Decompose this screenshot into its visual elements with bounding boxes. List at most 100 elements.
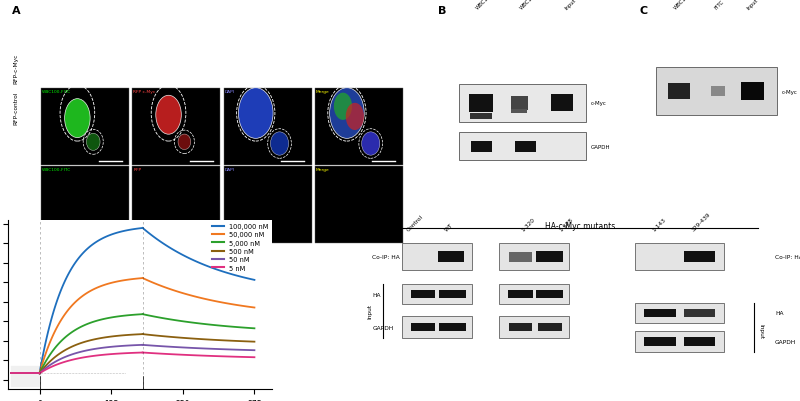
Ellipse shape — [65, 99, 90, 138]
Text: WBC100-FITC: WBC100-FITC — [673, 0, 702, 11]
Bar — [315, 89, 403, 165]
Bar — [439, 324, 466, 331]
Ellipse shape — [362, 194, 387, 233]
Bar — [645, 338, 676, 346]
Text: GAPDH: GAPDH — [775, 339, 796, 344]
Bar — [508, 291, 533, 298]
Bar — [459, 85, 586, 122]
Bar — [538, 324, 562, 331]
Ellipse shape — [333, 182, 353, 214]
Bar — [224, 167, 312, 243]
Bar — [515, 141, 536, 152]
Text: Co-IP: HA: Co-IP: HA — [775, 255, 800, 260]
Text: Co-IP: HA: Co-IP: HA — [372, 255, 400, 260]
Bar — [471, 141, 491, 152]
Bar — [410, 291, 435, 298]
Text: HA: HA — [775, 310, 783, 316]
Legend: 100,000 nM, 50,000 nM, 5,000 nM, 500 nM, 50 nM, 5 nM: 100,000 nM, 50,000 nM, 5,000 nM, 500 nM,… — [211, 223, 268, 271]
Bar — [315, 167, 403, 243]
Bar — [537, 252, 563, 263]
Ellipse shape — [362, 132, 380, 156]
Bar — [224, 89, 312, 165]
Bar — [511, 109, 527, 114]
Bar — [42, 89, 130, 165]
Text: RFP-control: RFP-control — [14, 91, 18, 124]
Bar — [42, 167, 130, 243]
Bar — [402, 244, 472, 271]
Text: B: B — [438, 6, 447, 16]
Text: 329-439: 329-439 — [690, 211, 711, 232]
Text: A: A — [12, 6, 21, 16]
Bar — [635, 332, 724, 352]
Bar — [470, 114, 492, 119]
Bar — [537, 291, 563, 298]
Text: c-Myc: c-Myc — [782, 89, 798, 94]
Bar — [133, 89, 221, 165]
Ellipse shape — [238, 176, 266, 221]
Text: Input: Input — [758, 323, 763, 338]
Bar — [710, 87, 726, 97]
Text: RFP c-Myc: RFP c-Myc — [134, 90, 155, 94]
Bar — [684, 309, 714, 317]
Text: HA: HA — [372, 292, 381, 297]
Ellipse shape — [158, 177, 196, 233]
Bar — [668, 84, 690, 100]
Text: FITC: FITC — [714, 0, 725, 11]
Bar — [509, 252, 531, 262]
Text: Merge: Merge — [316, 90, 330, 94]
Bar — [684, 252, 714, 263]
Bar — [635, 303, 724, 323]
Ellipse shape — [270, 192, 296, 231]
Text: Control: Control — [406, 213, 425, 232]
Bar — [635, 244, 724, 271]
Ellipse shape — [334, 93, 352, 121]
Bar — [656, 68, 778, 115]
Bar — [509, 324, 531, 331]
Bar — [742, 83, 765, 101]
Bar — [438, 252, 464, 263]
Text: E: E — [351, 213, 358, 223]
Text: 1-143: 1-143 — [652, 217, 667, 232]
Bar — [133, 167, 221, 243]
Bar — [645, 309, 676, 317]
Bar — [499, 316, 570, 338]
Ellipse shape — [270, 132, 289, 156]
Bar — [499, 284, 570, 304]
Text: c-Myc: c-Myc — [590, 101, 606, 106]
Text: 1-320: 1-320 — [521, 217, 536, 232]
Text: WT: WT — [444, 222, 454, 232]
Text: Input: Input — [746, 0, 759, 11]
Text: GAPDH: GAPDH — [372, 325, 394, 330]
Text: Input: Input — [367, 303, 372, 318]
Bar — [684, 338, 714, 346]
Bar — [402, 284, 472, 304]
Text: GAPDH: GAPDH — [590, 144, 610, 149]
Bar — [410, 324, 435, 331]
Text: Input: Input — [564, 0, 577, 11]
Ellipse shape — [346, 103, 364, 131]
Text: WBC100-FITC: WBC100-FITC — [42, 168, 71, 172]
Text: WBC100-FITC: WBC100-FITC — [42, 90, 71, 94]
Text: Merge: Merge — [316, 168, 330, 172]
Bar — [402, 316, 472, 338]
Bar — [499, 244, 570, 271]
Ellipse shape — [238, 89, 273, 139]
Text: C: C — [640, 6, 648, 16]
Text: DAPI: DAPI — [225, 168, 234, 172]
Bar — [470, 94, 493, 113]
Text: DAPI: DAPI — [225, 90, 234, 94]
Bar — [459, 132, 586, 161]
Text: RFP: RFP — [134, 168, 142, 172]
Text: 1-328: 1-328 — [558, 217, 574, 232]
Ellipse shape — [86, 134, 100, 151]
Bar — [439, 291, 466, 298]
Ellipse shape — [156, 96, 182, 135]
Text: WBC100+WBC100-FITC: WBC100+WBC100-FITC — [519, 0, 567, 11]
Text: RFP-c-Myc: RFP-c-Myc — [14, 54, 18, 84]
Ellipse shape — [330, 89, 364, 139]
Text: WBC100-FITC: WBC100-FITC — [475, 0, 503, 11]
Text: HA-c-Myc mutants: HA-c-Myc mutants — [545, 222, 615, 231]
Ellipse shape — [178, 135, 190, 150]
Bar — [551, 95, 574, 112]
Bar — [510, 97, 528, 111]
